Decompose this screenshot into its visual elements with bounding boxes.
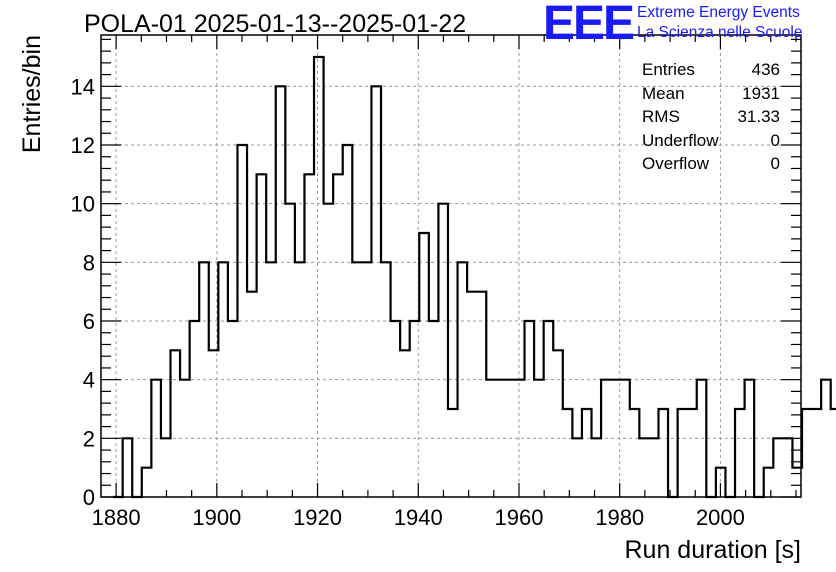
x-axis-label: Run duration [s] (625, 536, 802, 564)
stats-row: Overflow 0 (642, 152, 780, 176)
stats-row: Underflow 0 (642, 129, 780, 153)
histogram-bin (438, 204, 448, 497)
histogram-bin (783, 438, 793, 497)
histogram-bin (831, 409, 836, 497)
axis-ticks (101, 35, 801, 498)
histogram-bin (419, 233, 429, 497)
stats-label: RMS (642, 107, 680, 126)
y-tick-label: 4 (83, 368, 95, 393)
x-tick-label: 2000 (696, 505, 745, 530)
histogram-bin (802, 409, 812, 497)
y-tick-label: 2 (83, 426, 95, 451)
histogram-bin (142, 468, 152, 497)
histogram-bin (333, 174, 343, 497)
histogram-bin (572, 438, 582, 497)
y-tick-label: 0 (83, 485, 95, 510)
histogram-bin (592, 438, 602, 497)
logo-line-2: La Scienza nelle Scuole (637, 24, 803, 41)
eee-logo: EEE (543, 0, 635, 50)
histogram-bin (630, 409, 640, 497)
histogram-bin (563, 409, 573, 497)
histogram-bin (658, 409, 668, 497)
tick-labels: 1880 1900 1920 1940 1960 1980 2000 0 2 4 6 8 10 12 14 (71, 74, 745, 530)
histogram-bin (371, 86, 381, 497)
stats-value: 436 (751, 60, 780, 79)
stats-value: 0 (770, 154, 780, 173)
stats-label: Overflow (642, 154, 710, 173)
y-tick-label: 8 (83, 250, 95, 275)
y-tick-label: 10 (71, 192, 95, 217)
histogram-bin (400, 350, 410, 497)
histogram-bin (678, 409, 688, 497)
histogram-bin (123, 438, 133, 497)
histogram-bin (821, 380, 831, 497)
histogram-bin (764, 468, 774, 497)
histogram-bin (687, 409, 697, 497)
stats-row: Mean 1931 (642, 82, 780, 106)
x-tick-label: 1980 (595, 505, 644, 530)
histogram-bin (161, 438, 171, 497)
stats-label: Entries (642, 60, 695, 79)
histogram-bin (467, 292, 477, 497)
histogram-bin (391, 321, 401, 497)
stats-row: RMS 31.33 (642, 105, 780, 129)
histogram-bin (773, 438, 783, 497)
x-tick-label: 1960 (495, 505, 544, 530)
histogram-bin (247, 292, 257, 497)
histogram-bin (477, 292, 487, 497)
x-tick-label: 1880 (92, 505, 141, 530)
plot-frame (100, 34, 802, 498)
histogram-bin (639, 438, 649, 497)
histogram-bin (649, 438, 659, 497)
histogram-bin (525, 321, 535, 497)
y-tick-label: 14 (71, 74, 95, 99)
histogram-bin (170, 350, 180, 497)
stats-row: Entries 436 (642, 58, 780, 82)
histogram-bin (276, 86, 286, 497)
histogram-bin (553, 350, 563, 497)
x-tick-label: 1940 (394, 505, 443, 530)
stats-label: Underflow (642, 130, 719, 150)
chart-title: POLA-01 2025-01-13--2025-01-22 (84, 10, 467, 38)
histogram-bin (314, 57, 324, 497)
histogram-bin (190, 321, 200, 497)
y-axis-label: Entries/bin (18, 35, 46, 153)
stats-label: Mean (642, 83, 685, 103)
x-tick-label: 1900 (192, 505, 241, 530)
histogram-bin (735, 409, 745, 497)
histogram-bin (448, 409, 458, 497)
stats-box: Entries 436 Mean 1931 RMS 31.33 Underflow 0 Over… (642, 58, 780, 176)
histogram-bin (285, 204, 295, 497)
histogram-bars (113, 55, 836, 499)
stats-value: 1931 (742, 83, 780, 103)
stats-value: 31.33 (737, 107, 780, 126)
histogram-bin (257, 174, 267, 497)
y-tick-label: 6 (83, 309, 95, 334)
histogram-bin (324, 204, 334, 497)
histogram-outline (113, 55, 836, 499)
histogram-bin (228, 321, 238, 497)
histogram-bin (429, 321, 439, 497)
stats-value: 0 (770, 130, 780, 150)
histogram-bin (544, 321, 554, 497)
histogram-bin (304, 174, 314, 497)
logo-line-1: Extreme Energy Events (637, 4, 800, 21)
y-tick-label: 12 (71, 133, 95, 158)
histogram-bin (812, 409, 822, 497)
x-tick-label: 1920 (293, 505, 342, 530)
histogram-bin (582, 409, 592, 497)
